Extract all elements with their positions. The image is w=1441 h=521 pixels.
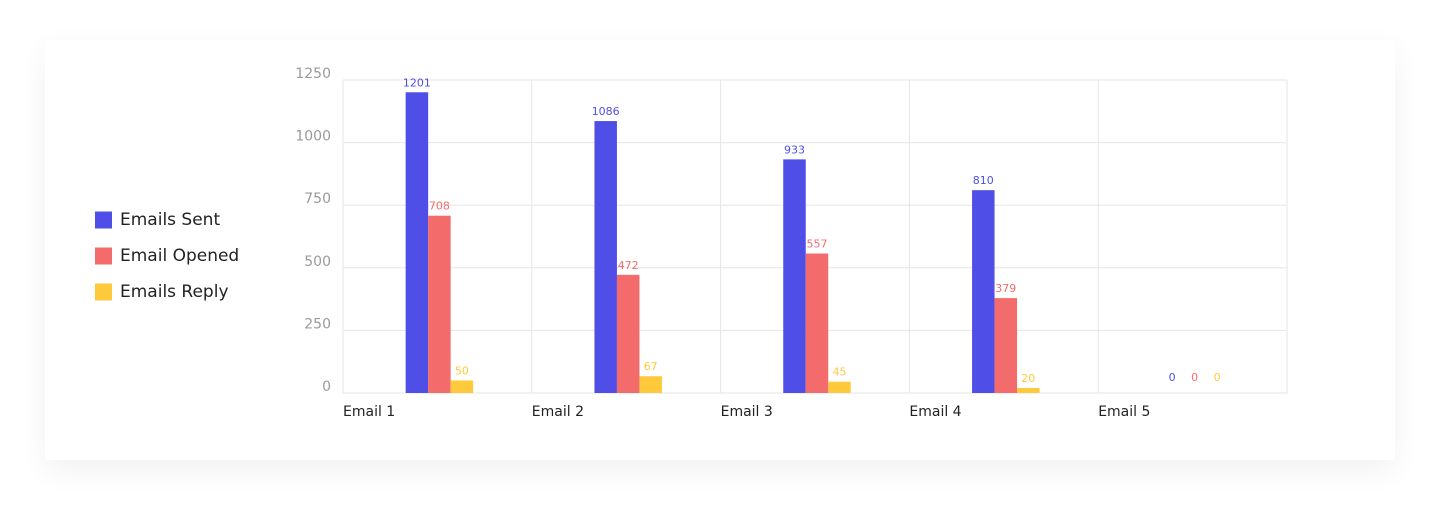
- legend-label: Emails Sent: [120, 210, 220, 230]
- x-tick-label: Email 4: [909, 404, 961, 420]
- bar: [405, 92, 429, 394]
- bar: [994, 298, 1018, 393]
- legend-swatch: [95, 283, 112, 301]
- x-tick-label: Email 3: [721, 404, 773, 420]
- y-tick-label: 750: [304, 191, 331, 207]
- value-label: 0: [1169, 371, 1176, 384]
- x-tick-label: Email 5: [1098, 404, 1150, 420]
- value-label: 557: [807, 238, 828, 251]
- y-tick-label: 500: [304, 254, 331, 270]
- value-label: 379: [995, 282, 1016, 295]
- value-label: 45: [833, 366, 847, 379]
- y-tick-label: 0: [322, 379, 331, 395]
- bar: [805, 253, 829, 393]
- legend-label: Emails Reply: [120, 282, 229, 302]
- value-label: 50: [455, 364, 469, 377]
- bar: [783, 159, 806, 393]
- y-tick-label: 1250: [295, 66, 331, 82]
- bar: [450, 380, 474, 393]
- value-label: 0: [1214, 371, 1221, 384]
- value-label: 1086: [592, 105, 620, 118]
- legend-label: Email Opened: [120, 246, 239, 266]
- legend-swatch: [95, 211, 112, 229]
- bar: [428, 215, 451, 393]
- legend-swatch: [95, 247, 112, 265]
- bar: [828, 381, 851, 393]
- value-label: 0: [1191, 371, 1198, 384]
- x-tick-label: Email 2: [532, 404, 584, 420]
- value-label: 708: [429, 200, 450, 213]
- bar: [972, 190, 995, 393]
- y-tick-label: 250: [304, 316, 331, 332]
- bar: [639, 376, 662, 393]
- value-label: 933: [784, 143, 805, 156]
- card: [45, 40, 1395, 460]
- value-label: 20: [1021, 372, 1035, 385]
- y-tick-label: 1000: [295, 129, 331, 145]
- value-label: 810: [973, 174, 994, 187]
- bar: [1017, 387, 1040, 393]
- bar: [594, 121, 617, 393]
- x-tick-label: Email 1: [343, 404, 395, 420]
- value-label: 472: [618, 259, 639, 272]
- bar: [616, 274, 640, 393]
- value-label: 67: [644, 360, 658, 373]
- value-label: 1201: [403, 76, 431, 89]
